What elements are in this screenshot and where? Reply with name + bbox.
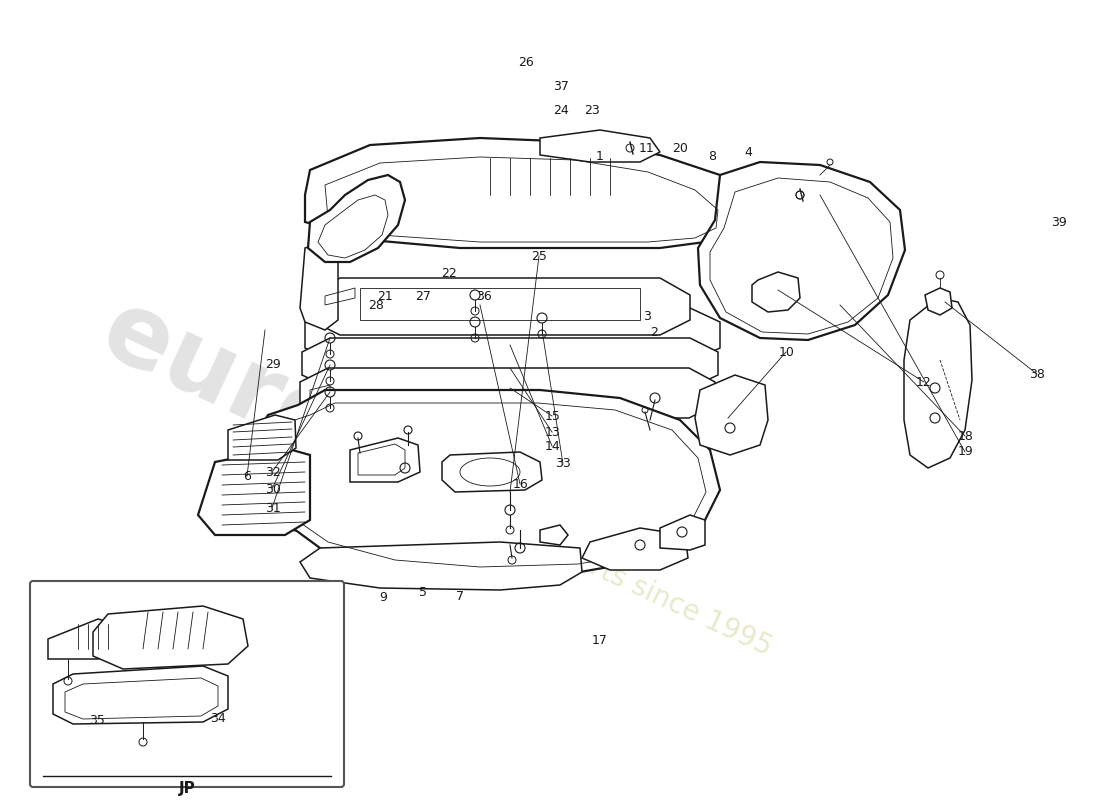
Text: JP: JP xyxy=(178,781,196,795)
Text: 7: 7 xyxy=(455,590,464,602)
Polygon shape xyxy=(300,368,715,418)
Text: 5: 5 xyxy=(419,586,428,598)
Text: 9: 9 xyxy=(378,591,387,604)
Text: 31: 31 xyxy=(265,502,280,514)
Text: 8: 8 xyxy=(707,150,716,162)
Text: 33: 33 xyxy=(556,458,571,470)
Polygon shape xyxy=(90,590,200,680)
Text: 4: 4 xyxy=(744,146,752,158)
Text: 16: 16 xyxy=(513,478,528,490)
Text: 11: 11 xyxy=(639,142,654,154)
Text: 29: 29 xyxy=(265,358,280,370)
Text: 12: 12 xyxy=(916,376,932,389)
Text: 28: 28 xyxy=(368,299,384,312)
Text: 18: 18 xyxy=(958,430,974,442)
Polygon shape xyxy=(698,162,905,340)
Polygon shape xyxy=(540,130,660,162)
Text: 20: 20 xyxy=(672,142,688,154)
Text: 36: 36 xyxy=(476,290,492,302)
Text: 19: 19 xyxy=(958,446,974,458)
Polygon shape xyxy=(904,298,972,468)
Text: 30: 30 xyxy=(265,483,280,496)
Polygon shape xyxy=(310,278,690,335)
Polygon shape xyxy=(48,619,123,659)
Text: 14: 14 xyxy=(544,440,560,453)
Text: 32: 32 xyxy=(265,466,280,478)
Text: 13: 13 xyxy=(544,426,560,438)
Text: 23: 23 xyxy=(584,104,600,117)
Text: 24: 24 xyxy=(553,104,569,117)
Text: 38: 38 xyxy=(1030,368,1045,381)
Text: a passion for parts since 1995: a passion for parts since 1995 xyxy=(384,458,777,662)
Text: 37: 37 xyxy=(553,80,569,93)
Polygon shape xyxy=(198,448,310,535)
Polygon shape xyxy=(305,138,750,248)
Text: 22: 22 xyxy=(441,267,456,280)
Polygon shape xyxy=(94,606,248,669)
Text: 10: 10 xyxy=(779,346,794,358)
Polygon shape xyxy=(252,390,720,575)
Polygon shape xyxy=(660,515,705,550)
Text: 21: 21 xyxy=(377,290,393,302)
Polygon shape xyxy=(228,415,296,460)
Polygon shape xyxy=(308,175,405,262)
Polygon shape xyxy=(540,525,568,545)
Text: 1: 1 xyxy=(595,150,604,162)
Text: 6: 6 xyxy=(243,470,252,482)
Text: 25: 25 xyxy=(531,250,547,262)
FancyBboxPatch shape xyxy=(30,581,344,787)
Text: 15: 15 xyxy=(544,410,560,422)
Polygon shape xyxy=(300,542,582,590)
Text: 34: 34 xyxy=(210,712,225,725)
Polygon shape xyxy=(265,450,670,545)
Text: eurocars: eurocars xyxy=(87,282,573,578)
Polygon shape xyxy=(925,288,952,315)
Polygon shape xyxy=(305,308,720,362)
Polygon shape xyxy=(442,452,542,492)
Text: 39: 39 xyxy=(1052,216,1067,229)
Polygon shape xyxy=(695,375,768,455)
Polygon shape xyxy=(300,240,338,330)
Text: 3: 3 xyxy=(642,310,651,322)
Text: 35: 35 xyxy=(89,714,104,726)
Polygon shape xyxy=(350,438,420,482)
Polygon shape xyxy=(302,338,718,388)
Text: 26: 26 xyxy=(518,56,534,69)
Text: 2: 2 xyxy=(650,326,659,338)
Text: 17: 17 xyxy=(592,634,607,646)
Polygon shape xyxy=(582,528,688,570)
Text: 27: 27 xyxy=(416,290,431,302)
Polygon shape xyxy=(53,666,228,724)
